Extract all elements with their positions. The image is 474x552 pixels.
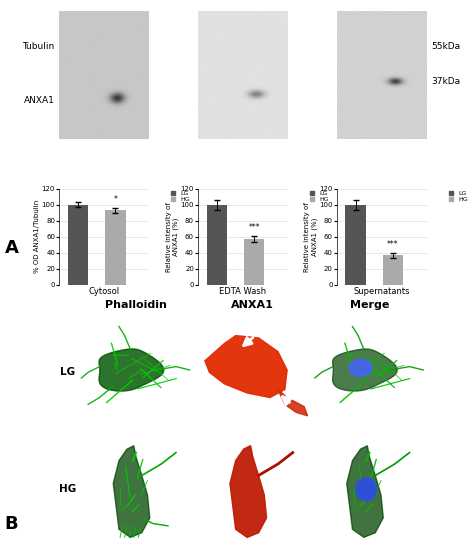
Text: Phalloidin: Phalloidin [105,300,167,310]
Text: μm: μm [104,417,113,422]
Polygon shape [99,349,164,391]
Text: Merge: Merge [350,300,389,310]
Bar [105,210,126,285]
Polygon shape [205,336,287,397]
Text: ***: *** [387,240,399,249]
Text: 37kDa: 37kDa [431,77,460,86]
Bar [207,205,227,285]
Text: 25: 25 [126,539,133,544]
Text: HG: HG [249,0,263,1]
X-axis label: Cytosol: Cytosol [89,288,119,296]
Text: ANXA1: ANXA1 [231,300,274,310]
Legend: LG, HG: LG, HG [309,190,329,203]
Ellipse shape [349,359,372,376]
Text: Tubulin: Tubulin [23,43,55,51]
Bar [346,205,366,285]
Polygon shape [333,349,397,391]
Text: LG: LG [85,0,97,1]
Text: f: f [318,439,322,449]
Ellipse shape [356,478,376,501]
Text: 25: 25 [126,422,133,427]
Y-axis label: % OD ANXA1/Tubulin: % OD ANXA1/Tubulin [34,200,40,273]
Polygon shape [99,349,164,391]
Text: μm: μm [104,533,113,538]
Text: ANXA1: ANXA1 [24,96,55,105]
Polygon shape [230,445,266,537]
Text: HG: HG [59,484,76,494]
Text: 0: 0 [85,539,88,544]
Text: LG: LG [60,367,75,378]
Text: LG: LG [362,0,374,1]
X-axis label: EDTA Wash: EDTA Wash [219,288,266,296]
Text: B: B [5,516,18,533]
Text: 25: 25 [242,539,249,544]
Text: ***: *** [248,223,260,232]
Text: a: a [85,322,91,332]
Bar [383,255,403,285]
Legend: LG, HG: LG, HG [170,190,191,203]
Polygon shape [205,336,287,397]
Text: 0: 0 [201,539,205,544]
Text: 0: 0 [318,422,322,427]
Text: c: c [318,322,324,332]
Polygon shape [113,445,150,537]
Text: A: A [5,238,18,257]
Y-axis label: Relative intensity of
ANXA1 (%): Relative intensity of ANXA1 (%) [165,202,179,272]
Text: 0: 0 [85,422,88,427]
Polygon shape [230,445,266,537]
Text: e: e [201,439,208,449]
Text: HG: HG [388,0,402,1]
Legend: LG, HG: LG, HG [448,190,468,203]
Polygon shape [278,390,308,416]
Y-axis label: Relative intensity of
ANXA1 (%): Relative intensity of ANXA1 (%) [304,202,318,272]
Text: μm: μm [337,417,346,422]
Text: μm: μm [221,417,230,422]
X-axis label: Supernatants: Supernatants [354,288,410,296]
Text: HG: HG [110,0,124,1]
Text: 55kDa: 55kDa [431,43,460,51]
Ellipse shape [356,478,376,501]
Text: 0: 0 [201,422,205,427]
Text: μm: μm [337,533,346,538]
Text: μm: μm [221,533,230,538]
Text: 25: 25 [359,422,366,427]
Bar [68,205,88,285]
Ellipse shape [349,359,372,376]
Text: b: b [201,322,209,332]
Text: LG: LG [223,0,236,1]
Polygon shape [347,445,383,537]
Text: d: d [85,439,92,449]
Text: 0: 0 [318,539,322,544]
Text: 25: 25 [359,539,366,544]
Text: *: * [113,195,117,204]
Bar [244,239,264,285]
Text: 25: 25 [242,422,249,427]
